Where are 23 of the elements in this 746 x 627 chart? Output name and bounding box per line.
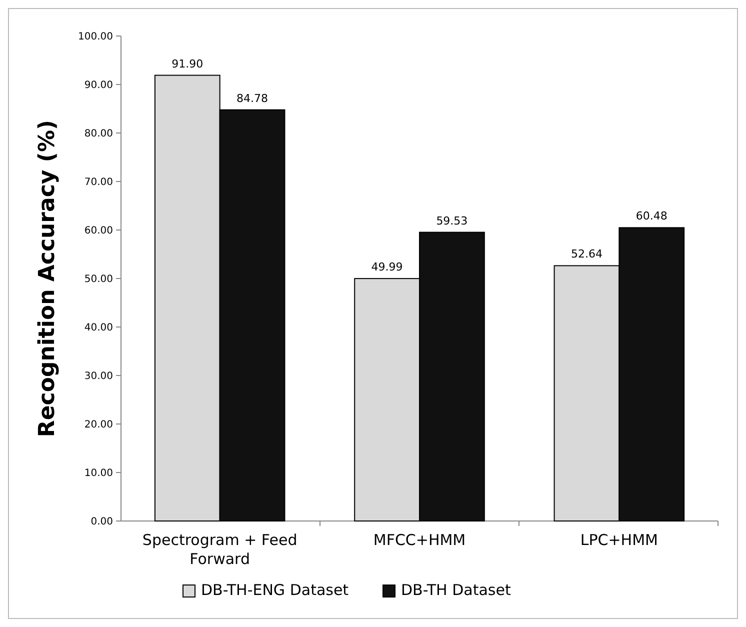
data-label: 59.53 [436,214,468,228]
data-label: 52.64 [570,248,602,261]
x-tick-label: MFCC+HMM [373,531,466,549]
data-label: 84.78 [236,92,268,105]
legend-label: DB-TH Dataset [401,581,511,599]
y-tick-label: 0.00 [90,516,113,528]
y-tick-label: 70.00 [84,177,113,188]
y-tick-label: 30.00 [84,371,113,382]
data-label: 49.99 [371,260,403,274]
legend-label: DB-TH-ENG Dataset [201,581,349,599]
data-label: 91.90 [172,57,204,70]
data-label: 60.48 [636,210,668,223]
y-tick-label: 20.00 [84,420,113,430]
x-tick-label: LPC+HMM [580,531,658,549]
x-tick-label: Spectrogram + Feed Forward [142,531,298,568]
y-tick-label: 100.00 [78,32,113,42]
y-tick-label: 80.00 [84,128,113,140]
y-tick-label: 60.00 [84,226,113,236]
y-tick-label: 90.00 [84,80,113,91]
y-tick-label: 10.00 [84,468,113,479]
y-tick-label: 50.00 [84,274,113,285]
y-axis-title: Recognition Accuracy (%) [35,120,60,438]
y-tick-label: 40.00 [84,322,113,334]
